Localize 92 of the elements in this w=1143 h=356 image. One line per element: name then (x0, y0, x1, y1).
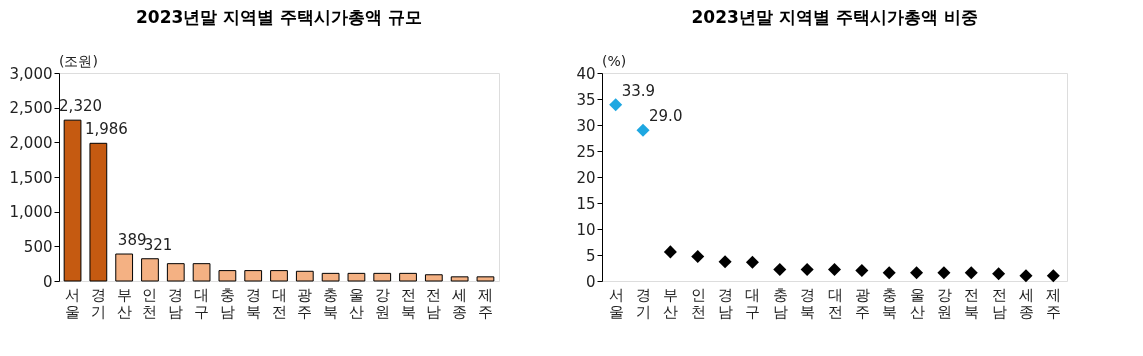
bar (166, 263, 185, 282)
data-label: 1,986 (84, 120, 128, 139)
y-tick-label: 20 (576, 168, 596, 187)
y-tick-label: 5 (585, 246, 596, 265)
x-tick-label: 인천 (690, 285, 706, 321)
point (827, 263, 842, 277)
y-tick-label: 25 (576, 142, 596, 161)
bar (373, 272, 392, 282)
x-tick-label: 전남 (991, 285, 1007, 321)
y-tick-label: 30 (576, 116, 596, 135)
x-tick-label: 전남 (426, 285, 442, 321)
point (636, 123, 650, 137)
y-tick-label: 0 (42, 272, 53, 291)
x-tick-label: 경남 (168, 285, 184, 321)
y-tick-label: 1,500 (9, 168, 53, 187)
point (773, 263, 787, 277)
x-tick-label: 전북 (400, 285, 416, 321)
point (609, 98, 623, 112)
y-tick-label: 1,000 (9, 203, 53, 222)
y-tick-label: 35 (576, 90, 596, 109)
y-tick-label: 500 (23, 237, 53, 256)
y-tick-label: 2,000 (9, 133, 53, 152)
bar (218, 270, 237, 282)
y-tick-label: 40 (576, 64, 596, 83)
data-label: 2,320 (59, 97, 103, 116)
point (745, 255, 759, 269)
x-tick-label: 세종 (452, 285, 468, 321)
x-tick-label: 광주 (297, 285, 313, 321)
bar (63, 119, 82, 282)
bar (141, 258, 159, 282)
x-tick-label: 충북 (882, 285, 898, 321)
bar (476, 276, 495, 282)
x-tick-label: 경기 (636, 285, 652, 321)
bar (89, 142, 108, 282)
point (1046, 269, 1060, 283)
x-tick-label: 충남 (772, 285, 788, 321)
chart-title: 2023년말 지역별 주택시가총액 비중 (691, 7, 978, 27)
bar (399, 272, 417, 282)
x-tick-label: 강원 (374, 285, 390, 321)
x-tick-label: 광주 (854, 285, 870, 321)
point (855, 264, 869, 278)
point (800, 263, 814, 277)
point (718, 255, 732, 269)
point (964, 266, 978, 280)
point (882, 266, 896, 280)
bar (347, 272, 366, 282)
x-tick-label: 대구 (745, 285, 761, 321)
bar (424, 274, 443, 282)
x-tick-label: 경기 (90, 285, 106, 321)
x-tick-label: 제주 (477, 285, 493, 321)
y-tick-label: 0 (585, 272, 596, 291)
y-axis-title: (%) (602, 53, 627, 69)
x-tick-label: 대전 (271, 285, 287, 321)
data-label: 29.0 (649, 107, 683, 126)
x-tick-label: 울산 (348, 285, 364, 321)
x-tick-label: 서울 (608, 285, 624, 321)
x-tick-label: 서울 (65, 285, 81, 321)
chart-title: 2023년말 지역별 주택시가총액 규모 (135, 7, 423, 27)
y-tick-label: 3,000 (9, 64, 53, 83)
bar (192, 263, 211, 282)
y-axis-title: (조원) (59, 53, 98, 69)
point (937, 266, 951, 280)
bar (450, 276, 469, 282)
x-tick-label: 제주 (1046, 285, 1062, 321)
y-tick-label: 10 (576, 220, 596, 239)
y-tick-label: 2,500 (9, 99, 53, 118)
point (1019, 269, 1033, 283)
point (992, 267, 1006, 281)
x-tick-label: 충남 (219, 285, 235, 321)
x-tick-label: 울산 (909, 285, 925, 321)
bar (244, 270, 263, 282)
y-tick-label: 15 (576, 194, 596, 213)
x-tick-label: 인천 (142, 285, 158, 321)
point (910, 266, 924, 280)
x-tick-label: 경북 (800, 285, 816, 321)
bar (295, 270, 314, 282)
x-tick-label: 부산 (663, 285, 679, 321)
data-label: 33.9 (621, 81, 656, 100)
x-tick-label: 충북 (323, 285, 339, 321)
bar (321, 272, 340, 282)
x-tick-label: 강원 (936, 285, 952, 321)
x-tick-label: 부산 (116, 285, 132, 321)
x-tick-label: 세종 (1018, 285, 1034, 321)
x-tick-label: 경북 (245, 285, 261, 321)
point (663, 245, 677, 259)
bar (270, 270, 288, 282)
x-tick-label: 경남 (718, 285, 734, 321)
x-tick-label: 대전 (827, 285, 843, 321)
x-tick-label: 전북 (964, 285, 980, 321)
point (691, 250, 705, 264)
x-tick-label: 대구 (194, 285, 210, 321)
bar (115, 253, 134, 282)
